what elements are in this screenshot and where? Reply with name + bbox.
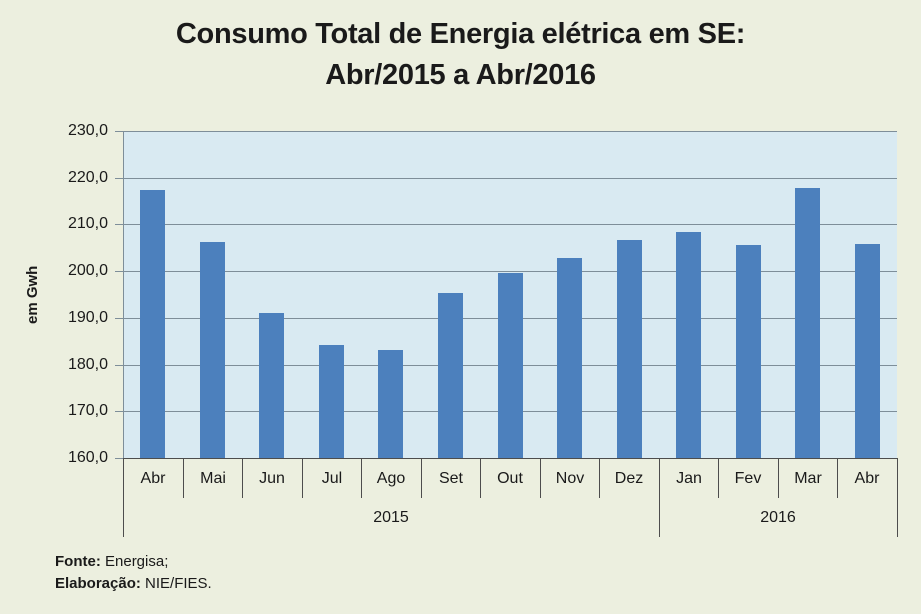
- bar-jun-2: [259, 313, 284, 458]
- y-tick-label-210: 210,0: [67, 215, 108, 232]
- gridline-220: [123, 178, 897, 179]
- elaboration-line: Elaboração: NIE/FIES.: [55, 573, 212, 595]
- elaboration-value: NIE/FIES.: [145, 575, 212, 592]
- y-tick-210: [115, 224, 123, 225]
- y-tick-190: [115, 318, 123, 319]
- y-tick-230: [115, 131, 123, 132]
- bar-abr-0: [140, 190, 165, 458]
- year-label-2015: 2015: [373, 509, 409, 526]
- month-divider-10: [718, 458, 719, 498]
- gridline-230: [123, 131, 897, 132]
- source-label: Fonte:: [55, 553, 101, 570]
- x-label-abr-0: Abr: [140, 470, 166, 487]
- source-value: Energisa;: [105, 553, 169, 570]
- chart-title: Consumo Total de Energia elétrica em SE:…: [0, 14, 921, 96]
- y-tick-label-230: 230,0: [67, 122, 108, 139]
- bar-dez-8: [617, 240, 642, 458]
- month-divider-1: [183, 458, 184, 498]
- y-tick-label-200: 200,0: [67, 262, 108, 279]
- source-line: Fonte: Energisa;: [55, 551, 212, 573]
- month-divider-4: [361, 458, 362, 498]
- month-divider-7: [540, 458, 541, 498]
- bar-set-5: [438, 293, 463, 458]
- month-divider-6: [480, 458, 481, 498]
- y-tick-180: [115, 365, 123, 366]
- y-tick-label-170: 170,0: [67, 402, 108, 419]
- x-label-set-5: Set: [438, 470, 463, 487]
- chart-title-line2: Abr/2015 a Abr/2016: [325, 59, 596, 92]
- chart-title-line1: Consumo Total de Energia elétrica em SE:: [175, 18, 746, 50]
- x-label-out-6: Out: [497, 470, 523, 487]
- x-label-fev-10: Fev: [734, 470, 762, 487]
- y-tick-label-220: 220,0: [67, 169, 108, 186]
- bar-out-6: [498, 273, 523, 458]
- footer: Fonte: Energisa; Elaboração: NIE/FIES.: [55, 551, 212, 595]
- y-tick-label-180: 180,0: [67, 356, 108, 373]
- month-divider-3: [302, 458, 303, 498]
- bar-mai-1: [200, 242, 225, 458]
- gridline-160: [123, 458, 897, 459]
- bar-fev-10: [736, 245, 761, 458]
- month-divider-2: [242, 458, 243, 498]
- x-label-jun-2: Jun: [259, 470, 285, 487]
- x-label-jan-9: Jan: [676, 470, 702, 487]
- month-divider-5: [421, 458, 422, 498]
- bar-jul-3: [319, 345, 344, 458]
- bar-nov-7: [557, 258, 582, 458]
- y-axis-line: [123, 131, 124, 458]
- y-tick-200: [115, 271, 123, 272]
- x-label-ago-4: Ago: [376, 470, 406, 487]
- y-tick-160: [115, 458, 123, 459]
- bar-ago-4: [378, 350, 403, 458]
- x-label-dez-8: Dez: [614, 470, 644, 487]
- gridline-200: [123, 271, 897, 272]
- month-divider-12: [837, 458, 838, 498]
- month-divider-11: [778, 458, 779, 498]
- x-label-mai-1: Mai: [200, 470, 226, 487]
- x-label-jul-3: Jul: [321, 470, 343, 487]
- y-tick-label-190: 190,0: [67, 309, 108, 326]
- group-divider-9: [659, 458, 660, 537]
- bar-jan-9: [676, 232, 701, 458]
- y-tick-170: [115, 411, 123, 412]
- y-tick-label-160: 160,0: [67, 449, 108, 466]
- y-tick-220: [115, 178, 123, 179]
- x-label-abr-12: Abr: [854, 470, 880, 487]
- plot-area: [123, 131, 897, 459]
- elaboration-label: Elaboração:: [55, 575, 141, 592]
- bar-mar-11: [795, 188, 820, 458]
- bar-abr-12: [855, 244, 880, 458]
- x-label-mar-11: Mar: [794, 470, 822, 487]
- group-divider-13: [897, 458, 898, 537]
- group-divider-0: [123, 458, 124, 537]
- year-label-2016: 2016: [760, 509, 796, 526]
- gridline-210: [123, 224, 897, 225]
- x-label-nov-7: Nov: [555, 470, 585, 487]
- month-divider-8: [599, 458, 600, 498]
